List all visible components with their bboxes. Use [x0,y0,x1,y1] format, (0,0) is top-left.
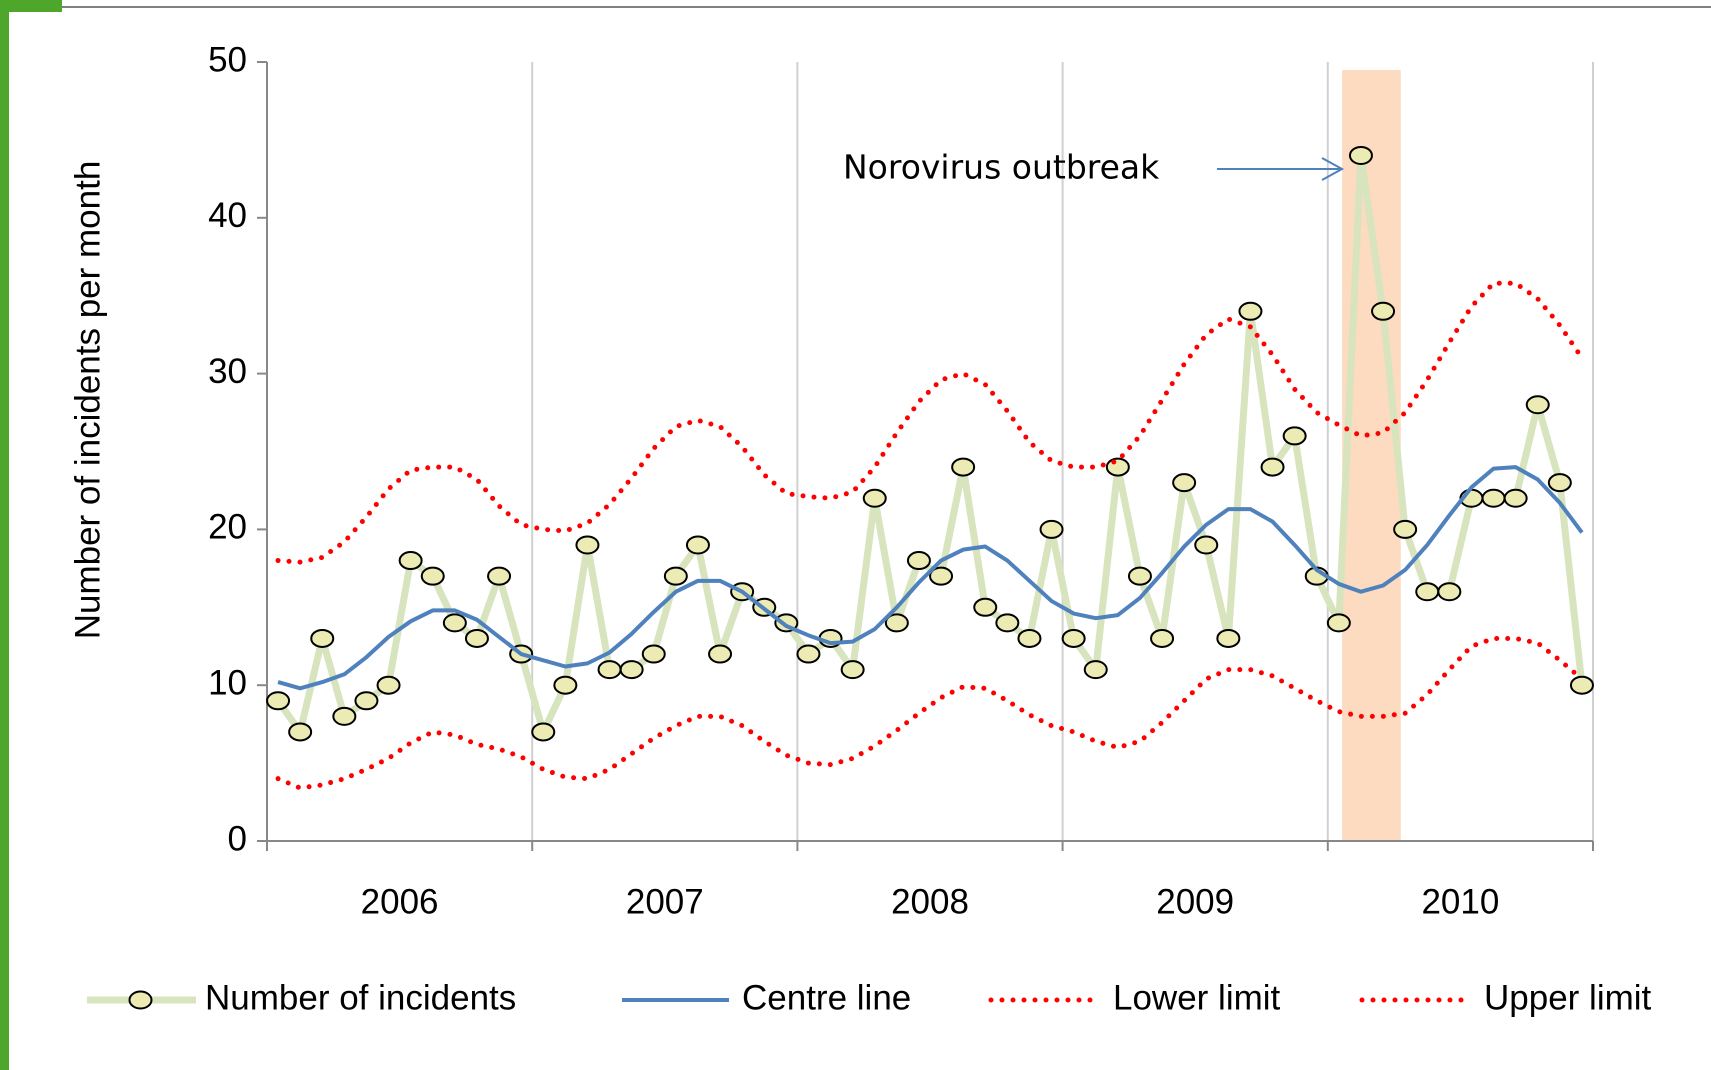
data-marker [420,566,445,586]
data-marker [1216,628,1241,648]
series-line [277,465,1584,691]
data-marker [906,551,931,571]
data-marker [708,644,733,664]
data-marker [487,566,512,586]
data-marker [619,660,644,680]
data-marker [796,644,821,664]
data-marker [531,722,556,742]
data-marker [1569,675,1594,695]
x-tick-label: 2009 [1156,882,1234,921]
data-marker [354,691,379,711]
legend-label: Lower limit [1113,978,1281,1017]
data-marker [1039,519,1064,539]
data-marker [442,613,467,633]
x-tick-label: 2006 [361,882,439,921]
series-line [275,280,1585,565]
data-marker [1194,535,1219,555]
data-marker [1083,660,1108,680]
legend-label: Number of incidents [205,978,516,1017]
left-border [0,0,9,1070]
data-marker [1437,582,1462,602]
legend-label: Centre line [742,978,911,1017]
data-marker [1127,566,1152,586]
data-marker [1371,301,1396,321]
y-tick-label: 20 [208,508,247,547]
data-marker [1326,613,1351,633]
data-marker [1238,301,1263,321]
data-marker [597,660,622,680]
series-line [275,151,1586,736]
data-marker [1547,473,1572,493]
data-marker [464,628,489,648]
x-tick-label: 2010 [1421,882,1499,921]
data-marker [685,535,710,555]
y-tick-label: 50 [208,40,247,79]
data-marker [575,535,600,555]
data-marker [1105,457,1130,477]
data-marker [1061,628,1086,648]
data-marker [1260,457,1285,477]
x-tick-label: 2008 [891,882,969,921]
data-marker [1525,395,1550,415]
y-tick-label: 30 [208,352,247,391]
data-marker [1503,488,1528,508]
y-tick-label: 40 [208,196,247,235]
data-marker [1481,488,1506,508]
data-marker [266,691,291,711]
annotation-arrowhead [1321,157,1345,181]
data-marker [862,488,887,508]
x-tick-label: 2007 [626,882,704,921]
data-marker [995,613,1020,633]
data-marker [332,706,357,726]
data-marker [310,628,335,648]
data-marker [641,644,666,664]
data-marker [1393,519,1418,539]
data-marker [929,566,954,586]
data-marker [376,675,401,695]
data-marker [398,551,423,571]
highlight-band [1342,70,1401,841]
data-marker [1172,473,1197,493]
data-marker [973,597,998,617]
data-marker [663,566,688,586]
y-tick-label: 10 [208,663,247,702]
data-marker [553,675,578,695]
data-marker [1415,582,1440,602]
legend-marker [128,990,153,1010]
y-tick-label: 0 [228,819,247,858]
data-marker [1348,145,1373,165]
data-marker [884,613,909,633]
data-marker [288,722,313,742]
data-marker [1282,426,1307,446]
data-marker [951,457,976,477]
legend-label: Upper limit [1484,978,1652,1017]
data-marker [1150,628,1175,648]
data-marker [1017,628,1042,648]
annotation: Norovirus outbreak [843,148,1160,187]
corner-mark [0,0,62,12]
y-axis-label: Number of incidents per month [68,161,107,640]
data-marker [840,660,865,680]
